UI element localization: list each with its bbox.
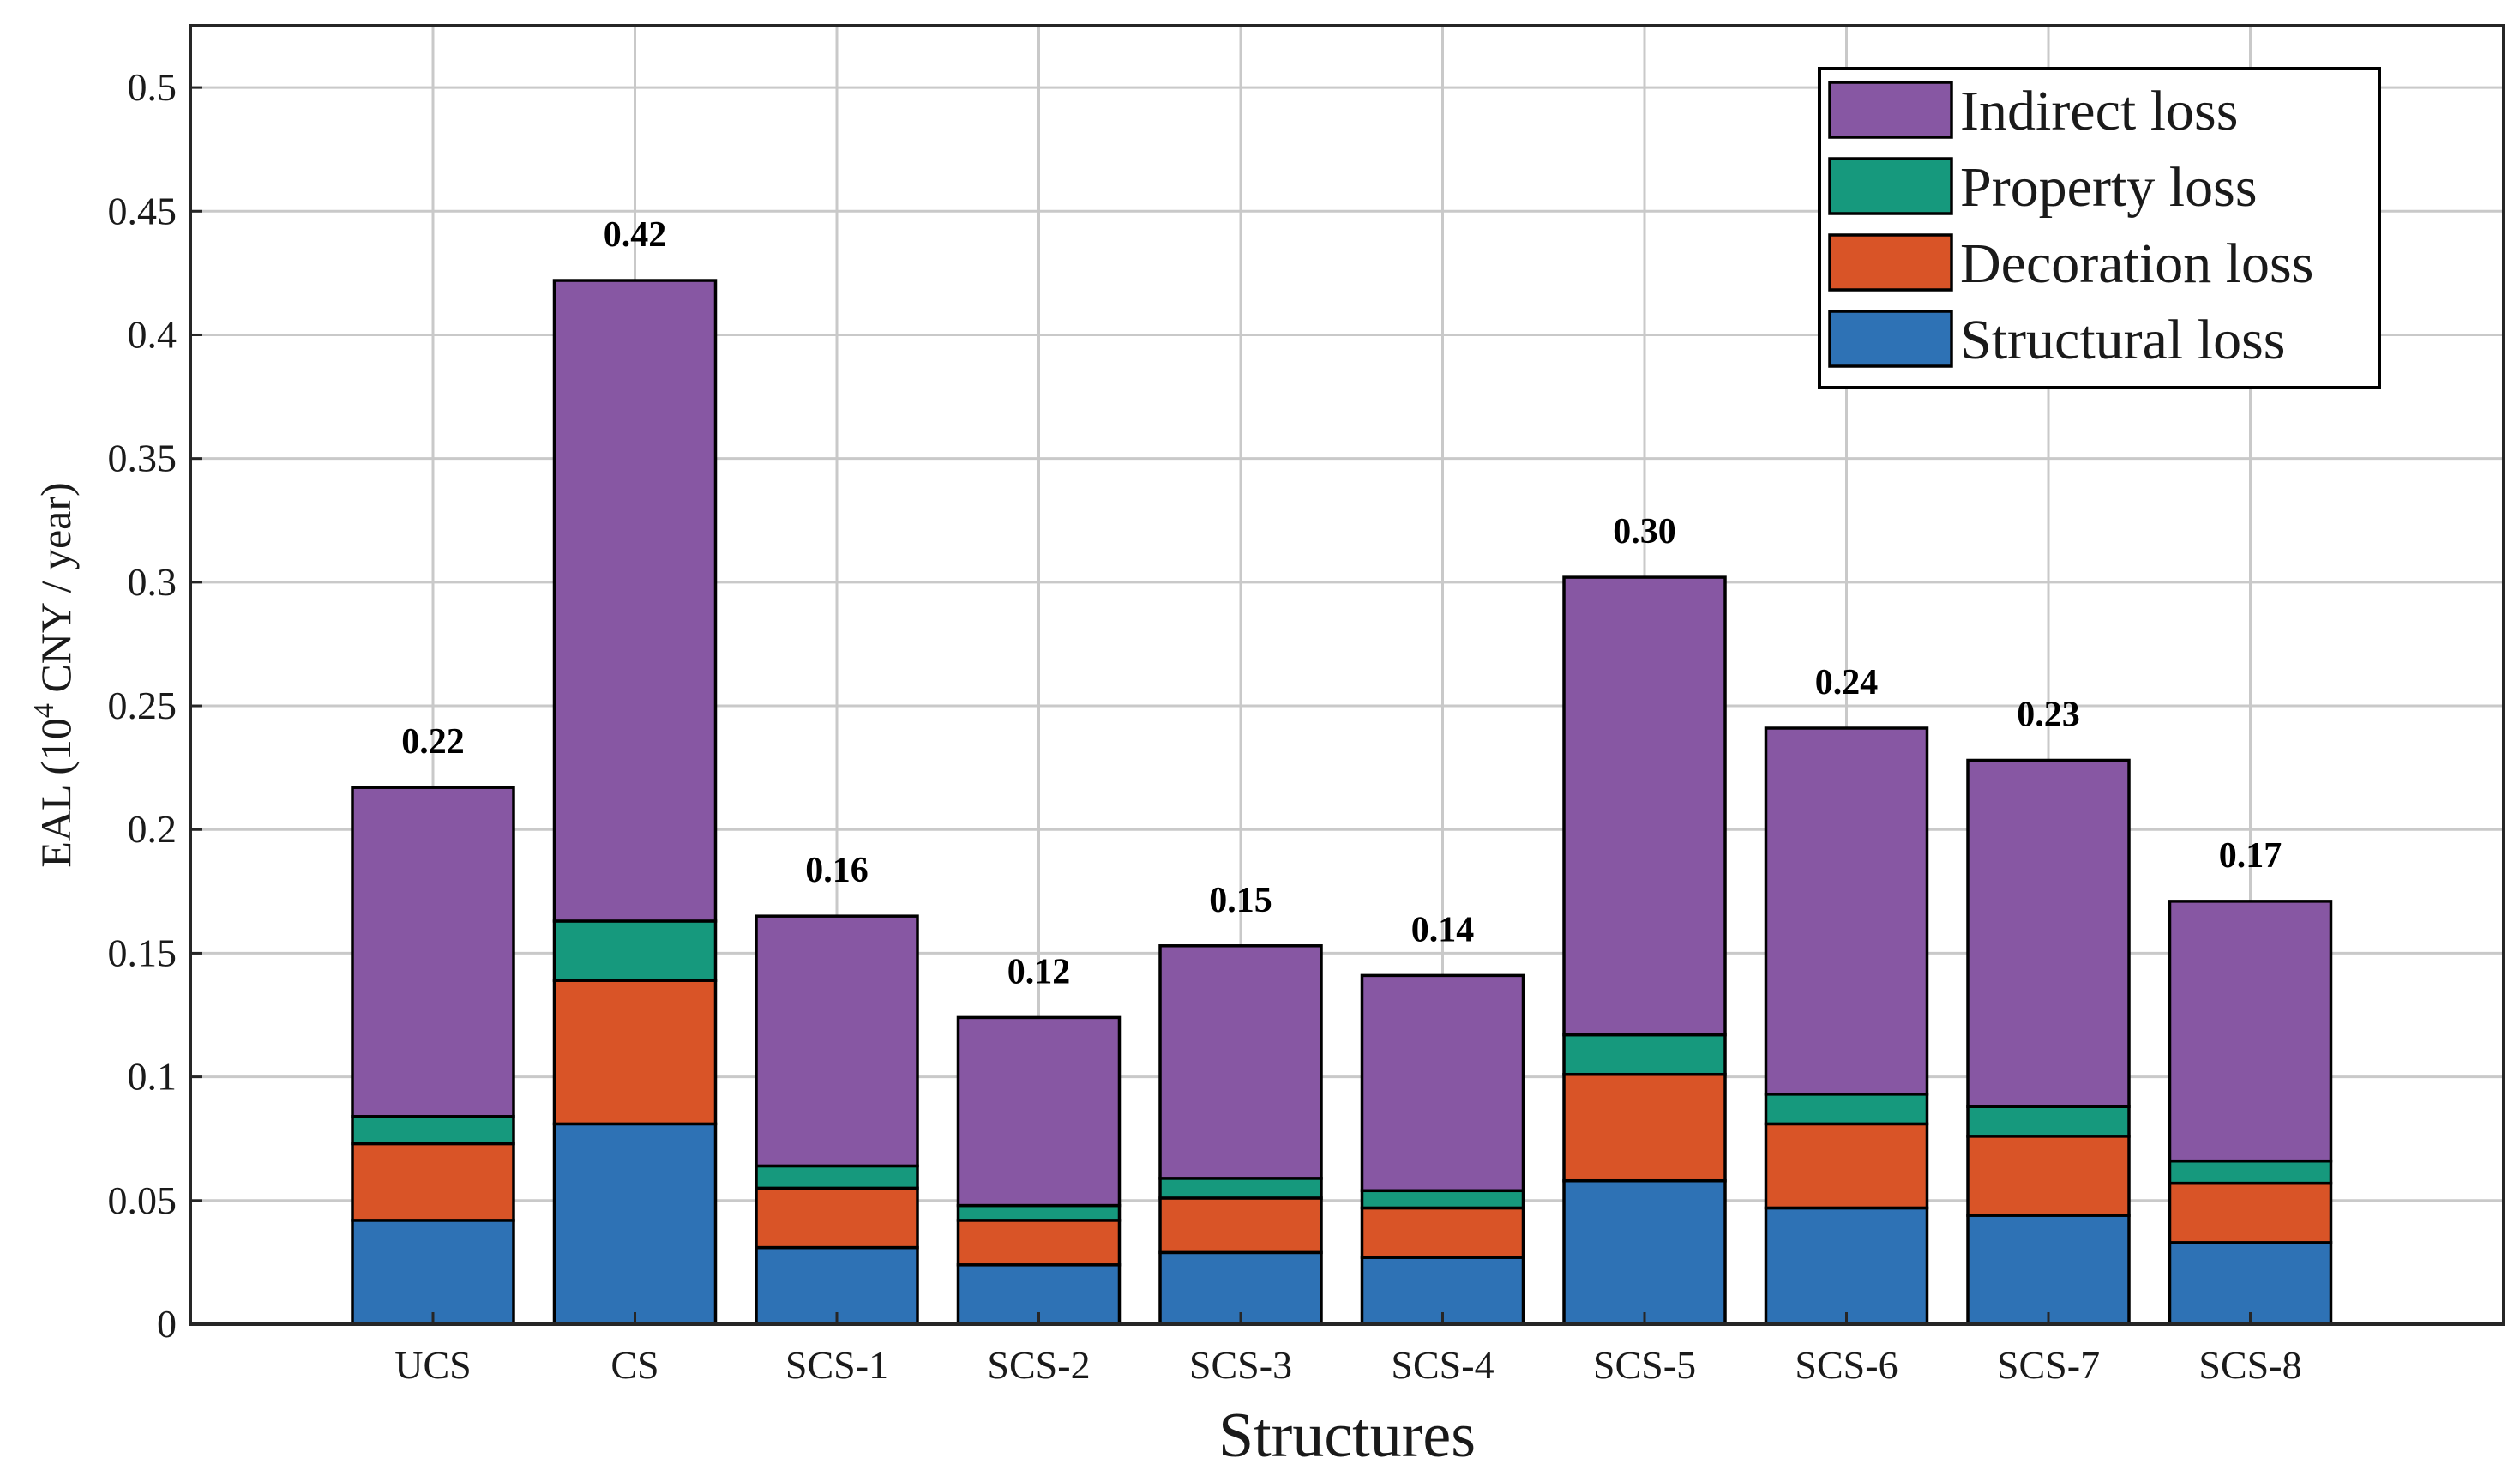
x-tick-label: SCS-7 [1997,1343,2100,1387]
legend-swatch [1828,310,1953,368]
y-axis-title: EAL (104 CNY / year) [28,482,80,867]
y-tick-label: 0.2 [128,807,177,851]
x-tick-label: UCS [394,1343,471,1387]
bar-total-label: 0.42 [604,215,667,255]
legend-swatch [1828,81,1953,139]
legend-label: Property loss [1960,156,2258,219]
legend-label: Structural loss [1960,309,2285,371]
bar-segment-property-loss [956,1203,1122,1222]
bar-segment-decoration-loss [1562,1072,1727,1183]
bar-segment-property-loss [1562,1033,1727,1076]
bar-segment-structural-loss [1966,1214,2131,1326]
bar-total-label: 0.15 [1209,881,1272,920]
bar-segment-structural-loss [1562,1178,1727,1326]
y-tick-label: 0.3 [128,560,177,604]
bar-total-labels: 0.22 0.42 0.16 0.12 0.15 0.14 0.30 0.24 0.23 0.17 [401,215,2282,991]
bar-segment-decoration-loss [1966,1135,2131,1217]
bar-segment-property-loss [1764,1093,1929,1126]
x-tick-label: SCS-8 [2198,1343,2301,1387]
x-axis-title: Structures [1218,1401,1476,1471]
bar-segment-decoration-loss [552,979,718,1126]
y-tick-label: 0.4 [128,312,177,356]
bar-segment-property-loss [1966,1105,2131,1138]
y-tick-label: 0.15 [108,931,177,974]
bar-segment-decoration-loss [1764,1122,1929,1210]
y-axis-title-superscript: 4 [28,703,60,718]
bar-total-label: 0.24 [1815,663,1879,702]
x-tick-label: CS [610,1343,659,1387]
bar-segment-property-loss [1360,1189,1525,1210]
bar-segment-indirect-loss [552,279,718,923]
bar-segment-indirect-loss [956,1015,1122,1208]
bar-segment-indirect-loss [2168,900,2333,1163]
legend: Indirect loss Property loss Decoration los… [1818,67,2381,389]
bar-segment-decoration-loss [1158,1196,1323,1255]
bar-segment-indirect-loss [1158,944,1323,1180]
x-tick-label: SCS-1 [785,1343,888,1387]
y-axis-title-suffix: CNY / year) [32,482,80,703]
bar-segment-structural-loss [2168,1241,2333,1326]
bar-segment-property-loss [351,1115,515,1146]
x-tick-label: SCS-2 [987,1343,1090,1387]
legend-swatch [1828,233,1953,292]
bar-segment-indirect-loss [1360,973,1525,1193]
legend-swatch [1828,157,1953,215]
y-tick-label: 0.45 [108,189,177,232]
y-axis: 0 0.05 0.1 0.15 0.2 0.25 0.3 0.35 0.4 0.45 0.5 [108,65,202,1346]
y-tick-label: 0.1 [128,1055,177,1099]
bar-total-label: 0.12 [1007,952,1071,991]
x-axis: UCS CS SCS-1 SCS-2 SCS-3 SCS-4 SCS-5 SCS-6 SCS-7… [394,1312,2302,1387]
x-tick-label: SCS-6 [1795,1343,1898,1387]
bars [351,279,2333,1326]
x-tick-label: SCS-4 [1391,1343,1494,1387]
bar-total-label: 0.22 [401,722,465,762]
y-tick-label: 0.35 [108,437,177,480]
bar-segment-decoration-loss [2168,1181,2333,1244]
x-tick-label: SCS-5 [1593,1343,1696,1387]
bar-total-label: 0.14 [1411,910,1475,949]
bar-segment-structural-loss [552,1122,718,1326]
bar-total-label: 0.23 [2017,695,2080,734]
bar-segment-indirect-loss [755,914,919,1168]
bar-segment-property-loss [552,919,718,982]
x-tick-label: SCS-3 [1189,1343,1292,1387]
bar-segment-structural-loss [351,1219,515,1326]
bar-segment-structural-loss [755,1245,919,1326]
bar-segment-indirect-loss [1966,758,2131,1108]
y-axis-title-prefix: EAL (10 [32,718,80,868]
bar-segment-property-loss [1158,1177,1323,1200]
legend-label: Indirect loss [1960,80,2238,142]
bar-segment-indirect-loss [351,786,515,1118]
bar-segment-decoration-loss [351,1142,515,1222]
bar-segment-property-loss [755,1164,919,1190]
bar-segment-decoration-loss [956,1219,1122,1267]
plot-frame [189,24,2505,1326]
y-tick-label: 0.25 [108,684,177,727]
y-tick-label: 0.05 [108,1178,177,1222]
y-tick-label: 0 [157,1302,177,1346]
bar-total-label: 0.16 [805,851,869,890]
y-tick-label: 0.5 [128,65,177,109]
bar-total-label: 0.30 [1613,512,1676,551]
legend-label: Decoration loss [1960,232,2313,295]
bar-segment-decoration-loss [1360,1206,1525,1259]
bar-total-label: 0.17 [2219,836,2282,876]
bar-segment-decoration-loss [755,1186,919,1250]
bar-segment-property-loss [2168,1159,2333,1185]
bar-segment-indirect-loss [1562,575,1727,1037]
bar-segment-structural-loss [1764,1206,1929,1326]
bar-segment-indirect-loss [1764,726,1929,1096]
